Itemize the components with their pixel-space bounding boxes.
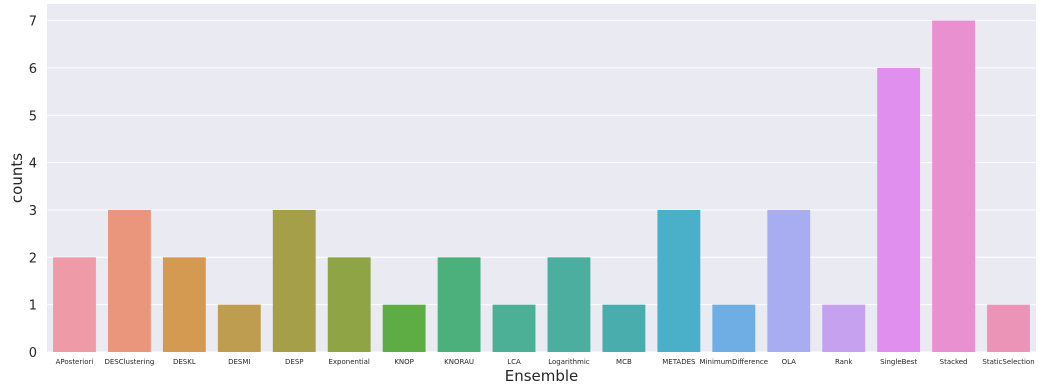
bar <box>657 209 701 352</box>
y-tick-label: 7 <box>29 15 37 30</box>
bar <box>272 209 316 352</box>
y-tick-label: 5 <box>29 109 37 124</box>
bar <box>932 20 976 352</box>
x-tick-label: KNOP <box>394 358 414 366</box>
y-tick-label: 1 <box>29 299 37 314</box>
bar <box>712 304 756 352</box>
bar <box>217 304 261 352</box>
bar <box>437 257 481 352</box>
bar <box>492 304 536 352</box>
bar <box>987 304 1030 352</box>
x-tick-label: StaticSelection <box>982 358 1034 366</box>
x-axis-label: Ensemble <box>505 367 579 385</box>
x-tick-label: Logarithmic <box>548 358 590 366</box>
y-tick-label: 2 <box>29 251 37 266</box>
bar <box>53 257 96 352</box>
x-tick-labels: APosteriori DESClustering DESKL DESMI DESP Ex… <box>56 358 1035 366</box>
y-tick-label: 3 <box>29 204 37 219</box>
x-tick-label: Stacked <box>940 358 968 366</box>
bars <box>53 20 1030 352</box>
y-tick-labels: 0 1 2 3 4 5 6 7 <box>29 15 37 361</box>
bar <box>822 304 866 352</box>
gridlines <box>47 20 1036 353</box>
bar <box>877 67 921 352</box>
bar <box>162 257 206 352</box>
bar <box>327 257 371 352</box>
bar <box>382 304 426 352</box>
x-tick-label: MCB <box>616 358 632 366</box>
x-tick-label: DESKL <box>173 358 196 366</box>
bar <box>107 209 151 352</box>
y-tick-label: 6 <box>29 62 37 77</box>
y-axis-label: counts <box>8 153 26 203</box>
x-tick-label: DESP <box>285 358 303 366</box>
bar <box>767 209 811 352</box>
bar <box>602 304 646 352</box>
x-tick-label: KNORAU <box>444 358 474 366</box>
x-tick-label: DESMI <box>228 358 250 366</box>
y-tick-label: 4 <box>29 157 37 172</box>
plot-area <box>47 4 1036 352</box>
x-tick-label: SingleBest <box>880 358 917 366</box>
x-tick-label: LCA <box>507 358 521 366</box>
x-tick-label: METADES <box>662 358 696 366</box>
x-tick-label: APosteriori <box>56 358 94 366</box>
x-tick-label: Rank <box>835 358 853 366</box>
y-tick-label: 0 <box>29 346 37 361</box>
x-tick-label: OLA <box>782 358 797 366</box>
x-tick-label: MinimumDifference <box>700 358 769 366</box>
x-tick-label: Exponential <box>328 358 369 366</box>
bar <box>547 257 591 352</box>
x-tick-label: DESClustering <box>104 358 154 366</box>
